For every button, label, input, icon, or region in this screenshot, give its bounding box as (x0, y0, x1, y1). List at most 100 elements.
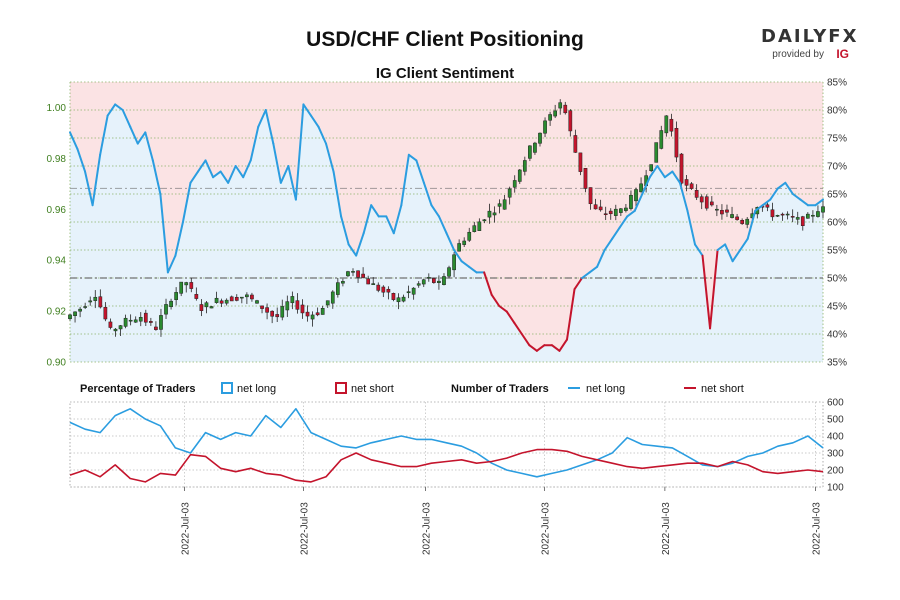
candle-body (255, 300, 259, 304)
candle-body (426, 277, 431, 279)
candle-body (765, 204, 770, 208)
main-panel: 0.90 0.92 0.94 0.96 0.98 1.00 35% 40% 45% 50% 55%… (47, 78, 848, 369)
net-short-traders-line (69, 448, 824, 483)
candle-body (624, 207, 628, 211)
legend-pct-long-swatch (221, 382, 233, 394)
sentiment-segment (159, 193, 169, 274)
candle-body (351, 271, 355, 273)
candle-body (593, 204, 598, 210)
reference-lines (70, 187, 823, 279)
sentiment-segment (693, 243, 704, 257)
x-tick-label: 2022-Jul-03 (180, 502, 191, 555)
x-tick-label: 2022-Jul-03 (540, 502, 551, 555)
sentiment-tick-label: 35% (827, 358, 847, 369)
candle-body (123, 317, 128, 327)
candle-body (497, 203, 502, 207)
sentiment-segment (709, 249, 719, 330)
sentiment-tick-label: 55% (827, 246, 847, 257)
candle-body (619, 208, 623, 213)
sentiment-tick-label: 70% (827, 162, 847, 173)
price-tick-label: 1.00 (47, 103, 67, 114)
price-tick-label: 0.96 (47, 205, 67, 216)
candle-body (533, 142, 537, 153)
sentiment-segment (513, 321, 523, 335)
candle-body (346, 271, 350, 277)
sentiment-segment (347, 243, 358, 257)
traders-tick-label: 600 (827, 398, 844, 409)
candle-body (613, 208, 618, 216)
x-tick-label: 2022-Jul-03 (661, 502, 672, 555)
sentiment-segment (437, 215, 448, 235)
sentiment-segment (151, 159, 162, 195)
candle-body (118, 325, 123, 330)
sentiment-segment (799, 198, 809, 207)
sentiment-segment (385, 215, 395, 235)
candle-body (411, 287, 416, 295)
candle-body (709, 201, 714, 206)
sentiment-line (69, 103, 824, 352)
candle-body (108, 321, 113, 328)
candle-body (725, 209, 729, 213)
sentiment-segment (317, 125, 328, 145)
candle-body (553, 110, 558, 117)
candle-body (805, 213, 810, 219)
candle-body (694, 190, 699, 198)
price-tick-label: 0.94 (47, 256, 67, 267)
sentiment-segment (445, 232, 456, 251)
candle-body (649, 164, 654, 171)
sentiment-segment (626, 209, 636, 218)
candle-body (548, 114, 552, 121)
sentiment-segment (99, 114, 109, 156)
sentiment-segment (791, 193, 802, 201)
sentiment-segment (174, 221, 184, 257)
candle-body (93, 296, 98, 301)
sentiment-segment (739, 237, 749, 251)
sentiment-segment (754, 204, 764, 212)
legend-pct-short-swatch (335, 382, 347, 394)
candle-body (103, 306, 108, 320)
candle-body (704, 196, 709, 209)
price-candles (68, 99, 825, 337)
sentiment-segment (370, 204, 380, 218)
candle-body (669, 118, 674, 132)
sentiment-segment (129, 125, 139, 145)
candle-body (396, 297, 401, 303)
candle-body (406, 291, 411, 294)
candle-body (386, 288, 391, 293)
candle-body (538, 132, 542, 144)
sentiment-segment (671, 170, 681, 184)
candle-body (659, 130, 664, 149)
sentiment-segment (69, 131, 79, 151)
sentiment-segment (701, 254, 712, 330)
candle-body (482, 219, 487, 222)
traders-tick-label: 200 (827, 466, 844, 477)
legend-pct-long: net long (237, 383, 276, 395)
candle-body (159, 315, 163, 330)
sentiment-segment (430, 204, 440, 218)
candle-body (381, 286, 386, 293)
sentiment-segment (483, 271, 493, 296)
candle-body (335, 282, 340, 295)
candle-body (73, 311, 77, 316)
legend-num-long: net long (586, 383, 625, 395)
candle-body (821, 206, 825, 213)
traders-tick-label: 400 (827, 432, 844, 443)
candle-body (462, 240, 467, 245)
sentiment-tick-label: 60% (827, 218, 847, 229)
sentiment-segment (814, 198, 824, 207)
candle-body (472, 225, 477, 232)
x-tick-label: 2022-Jul-03 (421, 502, 432, 555)
sentiment-tick-label: 65% (827, 190, 847, 201)
sentiment-segment (460, 260, 471, 268)
candle-body (735, 216, 739, 220)
candle-body (341, 281, 345, 284)
candle-body (164, 304, 168, 315)
legend-pct-short: net short (351, 383, 394, 395)
short-area-fill (70, 82, 823, 351)
brand-name: DAILYFX (761, 26, 858, 47)
candle-body (558, 102, 563, 109)
candle-body (745, 218, 750, 225)
candle-body (730, 214, 734, 218)
sentiment-axis: 35% 40% 45% 50% 55% 60% 65% 70% 75% 80% 85% (827, 78, 847, 369)
